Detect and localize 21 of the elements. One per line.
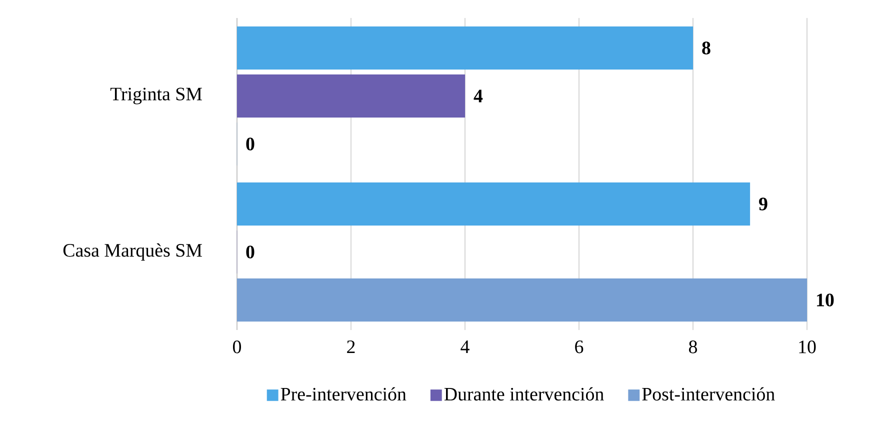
bar [236, 182, 750, 226]
legend-label: Post-intervención [642, 387, 775, 401]
bar [236, 278, 808, 322]
x-tick-label: 2 [347, 340, 355, 354]
data-label: 0 [246, 246, 254, 258]
y-tick-label: Triginta SM [110, 88, 202, 104]
x-tick-label: 6 [575, 340, 584, 354]
x-tick-label: 8 [688, 340, 698, 354]
legend-label: Pre-intervención [280, 387, 406, 401]
data-label: 8 [702, 42, 710, 54]
x-tick-label: 0 [232, 340, 241, 354]
data-label: 4 [474, 90, 483, 102]
legend-label: Durante intervención [444, 387, 604, 401]
data-label: 0 [246, 138, 254, 150]
bar [236, 26, 694, 70]
data-label: 9 [759, 198, 768, 210]
x-tick-label: 10 [799, 340, 816, 354]
x-tick-label: 4 [460, 340, 470, 353]
bar [236, 74, 466, 118]
y-tick-label: Casa Marquès SM [63, 243, 202, 261]
data-label: 10 [817, 294, 834, 306]
